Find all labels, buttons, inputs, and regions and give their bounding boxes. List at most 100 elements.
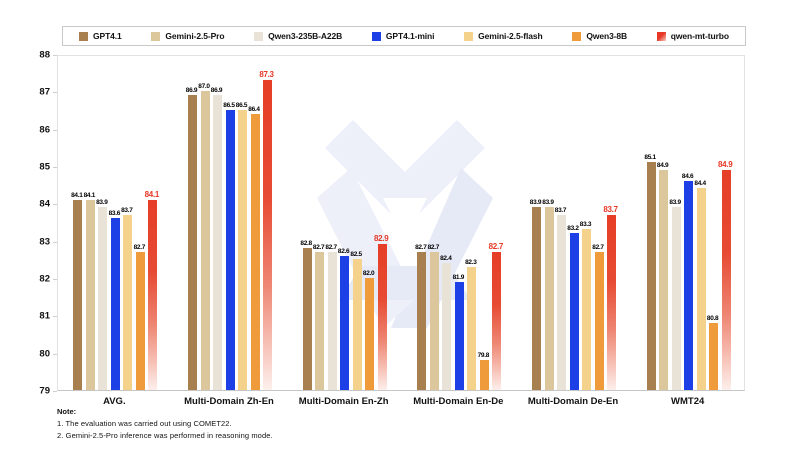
plot-area xyxy=(57,55,745,391)
bar-value-label: 83.7 xyxy=(554,206,567,214)
legend-item-qwen-mt-turbo: qwen-mt-turbo xyxy=(656,31,729,41)
bar-value-label: 82.9 xyxy=(373,234,389,244)
bar-value-label: 83.7 xyxy=(603,204,618,214)
y-tick-label: 79 xyxy=(39,385,50,397)
legend-label: Gemini-2.5-Pro xyxy=(165,31,225,41)
legend-item-qwen3-8b: Qwen3-8B xyxy=(572,31,627,41)
legend-item-gemini-2-5-flash: Gemini-2.5-flash xyxy=(464,31,543,41)
bar-qwen3-8b-multi-domain-zh-en xyxy=(250,113,260,390)
y-tick-mark xyxy=(53,316,57,318)
bar-gemini-2-5-flash-multi-domain-zh-en xyxy=(238,110,247,390)
bar-qwen3-235b-a22b-multi-domain-en-de xyxy=(442,263,452,390)
y-tick-label: 87 xyxy=(39,86,50,98)
y-tick-mark xyxy=(53,204,57,206)
bar-value-label: 82.7 xyxy=(312,243,325,251)
bar-gpt4-1-mini-multi-domain-en-de xyxy=(454,281,464,390)
y-tick-mark xyxy=(53,279,57,280)
y-tick-mark xyxy=(53,241,57,243)
bar-value-label: 86.5 xyxy=(235,102,248,109)
y-tick-label: 83 xyxy=(39,236,50,248)
legend-swatch-icon xyxy=(79,31,88,41)
bar-value-label: 82.7 xyxy=(488,241,504,251)
bar-value-label: 82.7 xyxy=(592,243,604,251)
bar-gemini-2-5-flash-multi-domain-en-zh xyxy=(352,259,362,390)
category-label-wmt24: WMT24 xyxy=(671,396,705,407)
bar-value-label: 82.8 xyxy=(300,240,312,248)
bar-value-label: 84.9 xyxy=(717,159,733,169)
bar-gemini-2-5-flash-wmt24 xyxy=(696,188,706,390)
bar-value-label: 79.8 xyxy=(477,352,490,360)
bar-gemini-2-5-flash-multi-domain-de-en xyxy=(582,229,591,390)
bar-qwen3-8b-wmt24 xyxy=(709,322,719,390)
bar-qwen3-235b-a22b-multi-domain-de-en xyxy=(557,214,566,390)
bar-gpt4-1-mini-wmt24 xyxy=(684,180,694,390)
bar-value-label: 84.4 xyxy=(694,180,706,188)
legend-swatch-icon xyxy=(572,31,582,41)
note-line-2: 2. Gemini-2.5-Pro inference was performe… xyxy=(57,431,273,440)
bar-qwen3-235b-a22b-avg xyxy=(98,207,108,390)
y-tick-mark xyxy=(53,391,57,392)
bar-value-label: 87.3 xyxy=(259,70,274,80)
bar-gemini-2-5-pro-multi-domain-zh-en xyxy=(200,91,210,390)
bar-gpt4-1-wmt24 xyxy=(646,162,656,390)
bar-value-label: 86.5 xyxy=(223,102,235,109)
bar-gpt4-1-mini-avg xyxy=(110,218,120,390)
bar-gemini-2-5-pro-wmt24 xyxy=(659,169,669,390)
y-tick-label: 82 xyxy=(39,273,50,285)
note-title: Note: xyxy=(57,407,77,416)
legend-item-gpt4-1-mini: GPT4.1-mini xyxy=(371,31,435,41)
legend-label: GPT4.1 xyxy=(93,31,122,41)
bar-value-label: 86.9 xyxy=(185,87,198,95)
legend: GPT4.1 Gemini-2.5-Pro Qwen3-235B-A22B GPT4.… xyxy=(62,26,746,46)
legend-swatch-icon xyxy=(656,31,666,41)
bar-gpt4-1-avg xyxy=(73,199,83,390)
bar-value-label: 82.5 xyxy=(350,251,362,259)
bar-value-label: 82.0 xyxy=(362,270,375,277)
bar-value-label: 83.2 xyxy=(567,225,579,233)
legend-item-qwen3-235b-a22b: Qwen3-235B-A22B xyxy=(254,31,342,41)
note-line-1: 1. The evaluation was carried out using … xyxy=(57,419,232,428)
bar-value-label: 80.8 xyxy=(706,314,719,322)
bar-qwen3-8b-multi-domain-de-en xyxy=(594,251,604,390)
bar-value-label: 83.6 xyxy=(108,210,121,218)
bar-value-label: 84.1 xyxy=(144,189,160,199)
y-tick-mark xyxy=(53,92,57,94)
category-label-multi-domain-en-de: Multi-Domain En-De xyxy=(413,396,504,407)
y-tick-mark xyxy=(53,353,57,355)
bar-value-label: 82.7 xyxy=(427,243,440,251)
legend-label: GPT4.1-mini xyxy=(385,31,435,41)
legend-swatch-icon xyxy=(371,31,381,41)
bar-value-label: 83.9 xyxy=(542,199,554,207)
y-tick-label: 80 xyxy=(39,348,50,360)
bar-gpt4-1-mini-multi-domain-en-zh xyxy=(340,255,350,390)
bar-value-label: 82.7 xyxy=(133,243,146,251)
legend-item-gemini-2-5-pro: Gemini-2.5-Pro xyxy=(151,31,225,41)
bar-qwen-mt-turbo-avg xyxy=(148,199,158,390)
bar-value-label: 84.1 xyxy=(71,191,83,199)
bar-value-label: 82.6 xyxy=(337,247,350,255)
y-tick-label: 88 xyxy=(39,49,50,61)
bar-value-label: 82.7 xyxy=(325,243,337,251)
legend-swatch-icon xyxy=(151,31,161,41)
bar-qwen3-8b-multi-domain-en-de xyxy=(479,360,489,390)
bar-value-label: 87.0 xyxy=(198,83,210,91)
bar-value-label: 86.4 xyxy=(248,105,260,113)
bar-qwen-mt-turbo-multi-domain-en-de xyxy=(492,251,502,390)
bar-qwen-mt-turbo-multi-domain-zh-en xyxy=(263,80,272,390)
bar-gemini-2-5-flash-multi-domain-en-de xyxy=(467,266,477,390)
bar-gemini-2-5-pro-multi-domain-de-en xyxy=(544,207,554,390)
bar-value-label: 83.3 xyxy=(579,221,592,229)
footnotes: Note: 1. The evaluation was carried out … xyxy=(57,407,273,443)
y-tick-mark xyxy=(53,55,57,56)
legend-label: Gemini-2.5-flash xyxy=(478,31,543,41)
bar-qwen3-8b-avg xyxy=(135,251,145,390)
legend-label: Qwen3-8B xyxy=(586,31,628,41)
bar-value-label: 82.4 xyxy=(440,255,452,263)
legend-swatch-icon xyxy=(254,31,264,41)
category-label-multi-domain-zh-en: Multi-Domain Zh-En xyxy=(184,396,274,407)
bar-qwen-mt-turbo-multi-domain-de-en xyxy=(607,214,616,390)
bar-gpt4-1-multi-domain-en-de xyxy=(417,251,427,390)
bar-value-label: 83.9 xyxy=(529,199,542,207)
bar-gpt4-1-mini-multi-domain-de-en xyxy=(569,233,579,390)
